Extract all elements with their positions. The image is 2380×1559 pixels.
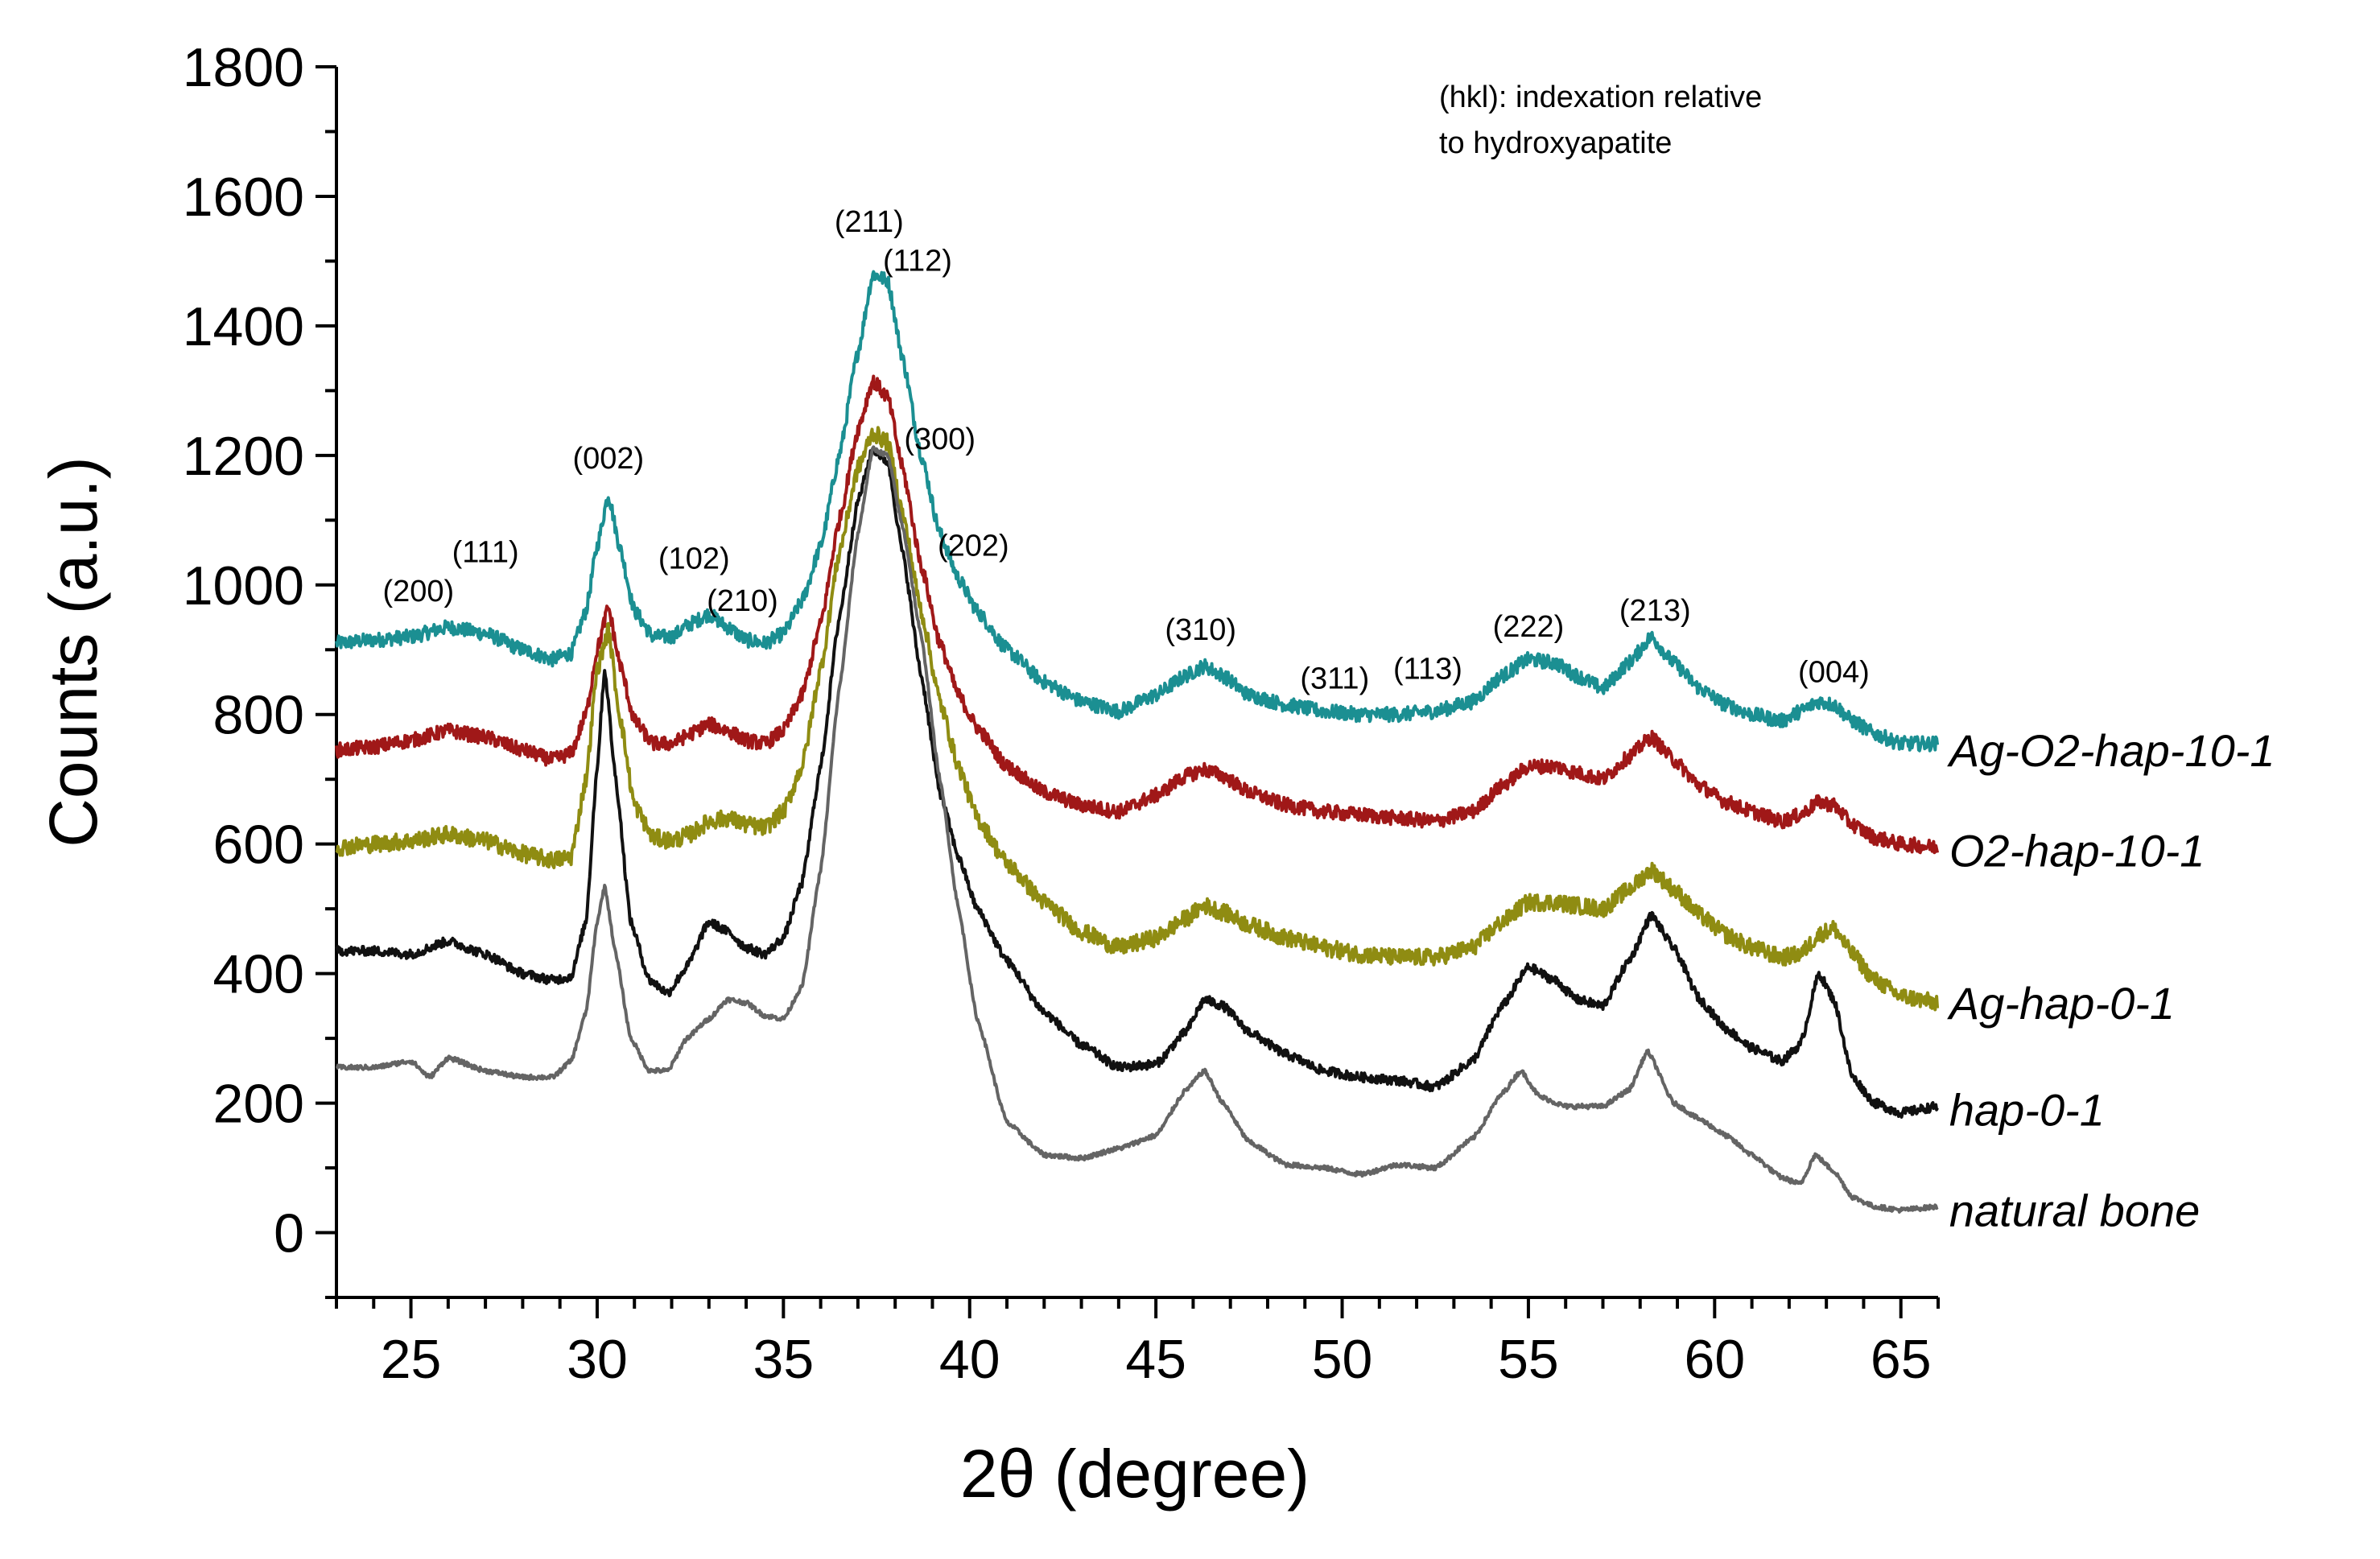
series-layer (335, 270, 1940, 1214)
series-label: Ag-hap-0-1 (1947, 978, 2175, 1029)
y-tick-label: 1600 (183, 167, 304, 228)
y-tick-label: 1400 (183, 296, 304, 357)
y-tick-label: 1000 (183, 555, 304, 617)
peak-label: (004) (1798, 656, 1870, 690)
y-tick-label: 1200 (183, 426, 304, 487)
peak-label: (211) (835, 205, 904, 239)
peak-label: (300) (904, 423, 976, 456)
peak-label: (113) (1393, 652, 1462, 686)
series-line-hap-0-1 (335, 445, 1939, 1119)
axes: 25 30 35 40 45 50 55 60 65 0 200 400 600 800 1000 1200 1… (183, 37, 1940, 1390)
peak-label: (002) (572, 442, 644, 476)
series-line-natural-bone (335, 445, 1939, 1214)
y-tick-label: 600 (213, 815, 304, 876)
series-label: O2-hap-10-1 (1949, 826, 2205, 876)
y-axis-title: Counts (a.u.) (35, 456, 111, 848)
peak-label: (210) (707, 584, 778, 618)
peak-label: (202) (938, 530, 1009, 563)
annotation-line-2: to hydroxyapatite (1439, 126, 1672, 160)
peak-label: (213) (1619, 594, 1691, 628)
x-tick-label: 65 (1871, 1329, 1932, 1390)
x-tick-label: 60 (1685, 1329, 1746, 1390)
series-label: hap-0-1 (1949, 1085, 2105, 1136)
x-tick-label: 40 (939, 1329, 1000, 1390)
y-tick-label: 400 (213, 944, 304, 1005)
peak-label: (102) (658, 542, 730, 576)
y-tick-label: 200 (213, 1074, 304, 1135)
series-line-ag-hap-0-1 (335, 426, 1940, 1012)
annotation-line-1: (hkl): indexation relative (1439, 80, 1762, 114)
x-tick-label: 55 (1498, 1329, 1559, 1390)
x-tick-label: 25 (381, 1329, 442, 1390)
peak-label: (222) (1493, 610, 1565, 644)
x-tick-label: 50 (1312, 1329, 1373, 1390)
x-axis-title: 2θ (degree) (960, 1436, 1310, 1512)
series-label: Ag-O2-hap-10-1 (1947, 725, 2275, 776)
x-tick-label: 35 (753, 1329, 815, 1390)
labels-layer: Ag-O2-hap-10-1 O2-hap-10-1 Ag-hap-0-1 hap-0… (382, 205, 2275, 1235)
series-line-o2-hap-10-1 (335, 374, 1940, 855)
peak-label: (200) (382, 575, 454, 608)
peak-label: (311) (1300, 662, 1369, 696)
peak-label: (111) (452, 536, 519, 570)
peak-label: (112) (883, 244, 952, 278)
series-line-ag-o2-hap-10-1 (335, 270, 1940, 753)
y-tick-label: 0 (274, 1203, 304, 1264)
y-tick-label: 1800 (183, 37, 304, 98)
y-tick-label: 800 (213, 685, 304, 746)
x-tick-label: 30 (567, 1329, 628, 1390)
x-tick-label: 45 (1125, 1329, 1186, 1390)
series-label: natural bone (1949, 1185, 2200, 1235)
peak-label: (310) (1165, 613, 1236, 647)
